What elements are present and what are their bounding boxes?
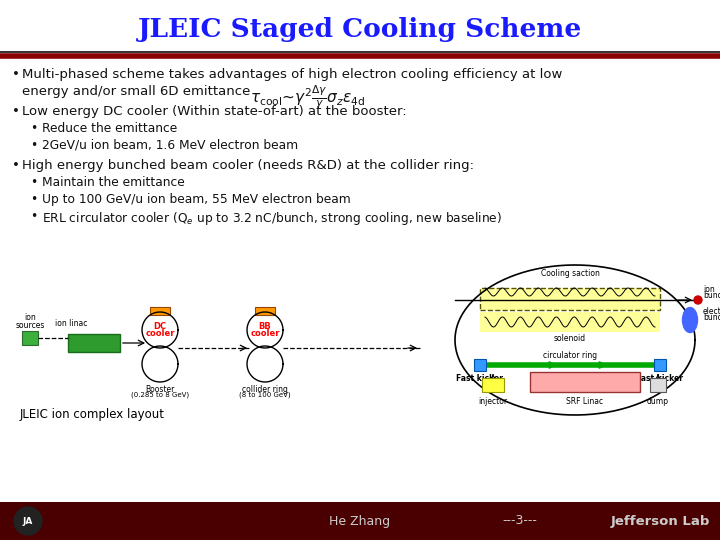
Text: solenoid: solenoid <box>554 334 586 343</box>
Bar <box>650 378 666 392</box>
Ellipse shape <box>683 307 698 333</box>
Text: $\tau_{\rm cool}$~$\gamma^2\frac{\Delta\gamma}{\gamma}\sigma_z\varepsilon_{\rm 4: $\tau_{\rm cool}$~$\gamma^2\frac{\Delta\… <box>250 84 366 111</box>
Text: Up to 100 GeV/u ion beam, 55 MeV electron beam: Up to 100 GeV/u ion beam, 55 MeV electro… <box>42 193 351 206</box>
Text: ion: ion <box>24 313 36 322</box>
Text: High energy bunched beam cooler (needs R&D) at the collider ring:: High energy bunched beam cooler (needs R… <box>22 159 474 172</box>
Text: He Zhang: He Zhang <box>330 515 390 528</box>
Text: Cooling saction: Cooling saction <box>541 269 600 278</box>
Text: SRF Linac: SRF Linac <box>567 377 603 387</box>
Bar <box>68 334 120 352</box>
Text: JA: JA <box>23 516 33 525</box>
Text: Jefferson Lab: Jefferson Lab <box>611 515 710 528</box>
Text: Multi-phased scheme takes advantages of high electron cooling efficiency at low: Multi-phased scheme takes advantages of … <box>22 68 562 81</box>
Text: bunch: bunch <box>703 291 720 300</box>
Text: electron: electron <box>703 307 720 316</box>
Bar <box>482 378 504 392</box>
Text: energy and/or small 6D emittance: energy and/or small 6D emittance <box>22 85 259 98</box>
Text: BB: BB <box>258 322 271 331</box>
Bar <box>0 502 720 540</box>
Bar <box>255 307 275 315</box>
Circle shape <box>14 507 42 535</box>
Text: cooler: cooler <box>251 329 280 338</box>
Text: •: • <box>30 122 37 135</box>
Text: (0.285 to 8 GeV): (0.285 to 8 GeV) <box>131 391 189 397</box>
Text: •: • <box>12 68 20 81</box>
Text: sources: sources <box>15 321 45 330</box>
Text: injector: injector <box>478 397 508 406</box>
Text: •: • <box>30 210 37 223</box>
Text: Fast kicker: Fast kicker <box>456 374 503 383</box>
Text: 2GeV/u ion beam, 1.6 MeV electron beam: 2GeV/u ion beam, 1.6 MeV electron beam <box>42 139 298 152</box>
Bar <box>150 307 170 315</box>
Text: SRF Linac: SRF Linac <box>567 397 603 406</box>
Text: ERL circulator cooler (Q$_e$ up to 3.2 nC/bunch, strong cooling, new baseline): ERL circulator cooler (Q$_e$ up to 3.2 n… <box>42 210 502 227</box>
Text: •: • <box>30 139 37 152</box>
Text: ion: ion <box>703 285 715 294</box>
Circle shape <box>694 296 702 304</box>
Text: Maintain the emittance: Maintain the emittance <box>42 176 185 189</box>
Bar <box>480 288 660 310</box>
Text: •: • <box>12 159 20 172</box>
Text: •: • <box>12 105 20 118</box>
Text: •: • <box>30 176 37 189</box>
Text: cooler: cooler <box>145 329 175 338</box>
Text: DC: DC <box>153 322 166 331</box>
Text: dump: dump <box>647 397 669 406</box>
Text: Low energy DC cooler (Within state-of-art) at the booster:: Low energy DC cooler (Within state-of-ar… <box>22 105 407 118</box>
Text: bunch: bunch <box>703 313 720 322</box>
Text: ion linac: ion linac <box>55 319 87 328</box>
Text: collider ring: collider ring <box>242 385 288 394</box>
Bar <box>530 372 640 392</box>
Text: Reduce the emittance: Reduce the emittance <box>42 122 177 135</box>
Text: circulator ring: circulator ring <box>543 351 597 360</box>
Text: ---3---: ---3--- <box>503 515 537 528</box>
Text: JLEIC Staged Cooling Scheme: JLEIC Staged Cooling Scheme <box>138 17 582 43</box>
Bar <box>480 312 660 332</box>
Text: Fast kicker: Fast kicker <box>636 374 683 383</box>
Text: (8 to 100 GeV): (8 to 100 GeV) <box>239 391 291 397</box>
Text: •: • <box>30 193 37 206</box>
Bar <box>474 359 486 371</box>
Text: Booster: Booster <box>145 385 175 394</box>
Bar <box>22 331 38 345</box>
Bar <box>654 359 666 371</box>
Text: JLEIC ion complex layout: JLEIC ion complex layout <box>20 408 165 421</box>
